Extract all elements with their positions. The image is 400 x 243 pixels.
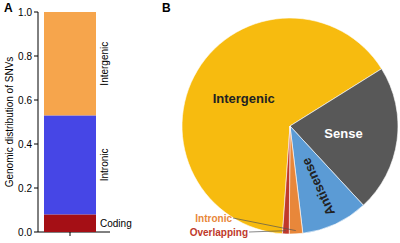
y-tick: [34, 12, 38, 13]
plot-area: [44, 12, 96, 232]
slice-label: Intergenic: [213, 91, 275, 106]
segment-label: Coding: [100, 218, 132, 229]
pie-slice: [289, 126, 303, 234]
bar-segment: [44, 115, 96, 214]
slice-label: Antisense: [298, 155, 338, 218]
slice-label: Sense: [324, 126, 362, 141]
pie-slice: [182, 18, 382, 234]
segment-labels: Coding Intronic Intergenic: [99, 42, 132, 229]
y-tick-label: 0.0: [18, 227, 32, 238]
segment-label: Intergenic: [99, 42, 110, 86]
y-tick: [34, 56, 38, 57]
slice-label: Intronic: [195, 213, 232, 224]
y-tick: [34, 100, 38, 101]
pie-slice: [290, 126, 363, 233]
bar-segment: [44, 12, 96, 115]
panel-label: A: [4, 1, 13, 15]
pie: [182, 18, 398, 234]
bar-segment: [44, 214, 96, 232]
panel-label: B: [162, 1, 171, 15]
y-tick-label: 0.4: [18, 139, 32, 150]
slice-label: Overlapping: [190, 227, 248, 238]
pie-labels: Intergenic Sense Antisense Intronic Overlapp…: [190, 91, 363, 238]
y-tick-label: 0.2: [18, 183, 32, 194]
x-tick: [70, 232, 71, 236]
pie-slice: [282, 126, 290, 234]
y-tick: [34, 232, 38, 233]
y-tick-label: 0.8: [18, 51, 32, 62]
y-tick: [34, 144, 38, 145]
figure: A Genomic distribution of SNVs 0.0 0.2 0.4 0.…: [0, 0, 400, 243]
y-tick-label: 1.0: [18, 7, 32, 18]
leader-line: [249, 231, 286, 232]
y-axis-title: Genomic distribution of SNVs: [4, 57, 15, 188]
y-tick-label: 0.6: [18, 95, 32, 106]
y-axis: [38, 12, 39, 232]
segment-label: Intronic: [99, 149, 110, 182]
y-tick: [34, 188, 38, 189]
